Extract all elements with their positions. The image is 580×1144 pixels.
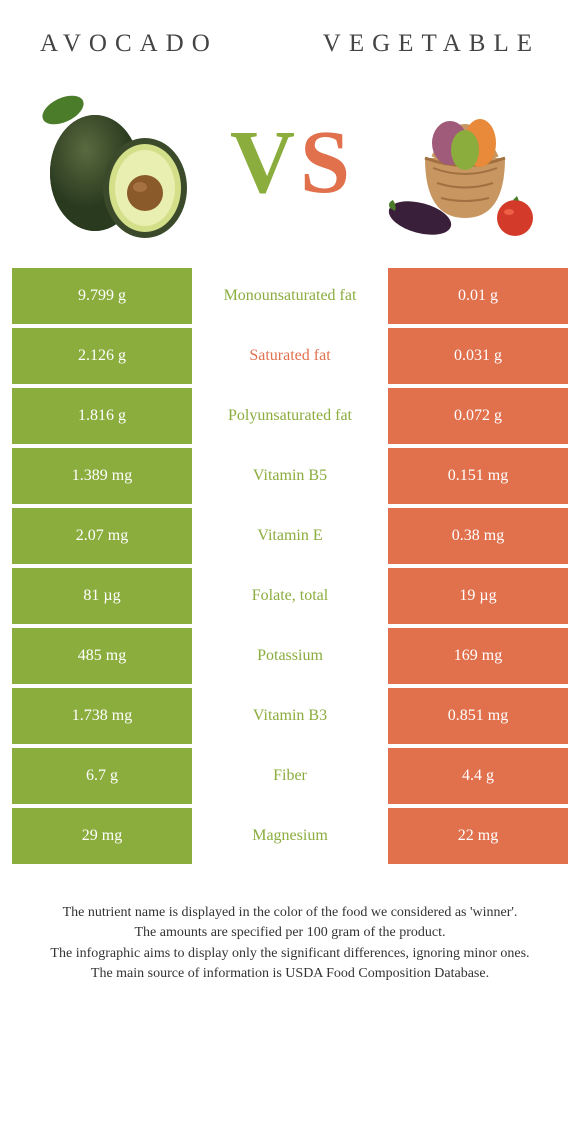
left-value: 2.126 g	[12, 328, 192, 384]
right-value: 169 mg	[388, 628, 568, 684]
nutrient-row: 1.816 gPolyunsaturated fat0.072 g	[12, 388, 568, 444]
left-value: 9.799 g	[12, 268, 192, 324]
nutrient-row: 1.389 mgVitamin B50.151 mg	[12, 448, 568, 504]
vs-v-letter: V	[230, 118, 295, 208]
vs-s-letter: S	[300, 118, 350, 208]
images-row: V S	[0, 78, 580, 268]
left-value: 1.738 mg	[12, 688, 192, 744]
left-value: 1.389 mg	[12, 448, 192, 504]
right-food-title: VEGETABLE	[323, 30, 540, 58]
nutrient-row: 1.738 mgVitamin B30.851 mg	[12, 688, 568, 744]
right-value: 0.151 mg	[388, 448, 568, 504]
header: AVOCADO VEGETABLE	[0, 0, 580, 78]
nutrient-row: 2.126 gSaturated fat0.031 g	[12, 328, 568, 384]
nutrient-row: 29 mgMagnesium22 mg	[12, 808, 568, 864]
right-value: 0.01 g	[388, 268, 568, 324]
nutrient-name: Vitamin B3	[192, 688, 388, 744]
left-food-title: AVOCADO	[40, 30, 218, 58]
nutrient-row: 9.799 gMonounsaturated fat0.01 g	[12, 268, 568, 324]
right-value: 0.072 g	[388, 388, 568, 444]
footer-line-2: The amounts are specified per 100 gram o…	[30, 923, 550, 943]
left-value: 81 µg	[12, 568, 192, 624]
vegetable-illustration	[375, 88, 555, 238]
nutrient-name: Monounsaturated fat	[192, 268, 388, 324]
nutrient-name: Potassium	[192, 628, 388, 684]
nutrient-row: 6.7 gFiber4.4 g	[12, 748, 568, 804]
footer-line-1: The nutrient name is displayed in the co…	[30, 903, 550, 923]
right-value: 0.031 g	[388, 328, 568, 384]
nutrient-table: 9.799 gMonounsaturated fat0.01 g2.126 gS…	[0, 268, 580, 864]
left-value: 485 mg	[12, 628, 192, 684]
nutrient-name: Vitamin B5	[192, 448, 388, 504]
right-value: 0.38 mg	[388, 508, 568, 564]
nutrient-name: Fiber	[192, 748, 388, 804]
nutrient-row: 485 mgPotassium169 mg	[12, 628, 568, 684]
right-value: 4.4 g	[388, 748, 568, 804]
vs-label: V S	[230, 118, 350, 208]
footer-line-3: The infographic aims to display only the…	[30, 944, 550, 964]
avocado-illustration	[25, 88, 205, 238]
nutrient-name: Polyunsaturated fat	[192, 388, 388, 444]
right-value: 19 µg	[388, 568, 568, 624]
nutrient-name: Saturated fat	[192, 328, 388, 384]
nutrient-row: 2.07 mgVitamin E0.38 mg	[12, 508, 568, 564]
left-value: 1.816 g	[12, 388, 192, 444]
nutrient-row: 81 µgFolate, total19 µg	[12, 568, 568, 624]
left-value: 2.07 mg	[12, 508, 192, 564]
right-value: 0.851 mg	[388, 688, 568, 744]
footer-line-4: The main source of information is USDA F…	[30, 964, 550, 984]
left-value: 6.7 g	[12, 748, 192, 804]
left-value: 29 mg	[12, 808, 192, 864]
nutrient-name: Magnesium	[192, 808, 388, 864]
nutrient-name: Vitamin E	[192, 508, 388, 564]
right-value: 22 mg	[388, 808, 568, 864]
footer-notes: The nutrient name is displayed in the co…	[0, 868, 580, 1019]
nutrient-name: Folate, total	[192, 568, 388, 624]
